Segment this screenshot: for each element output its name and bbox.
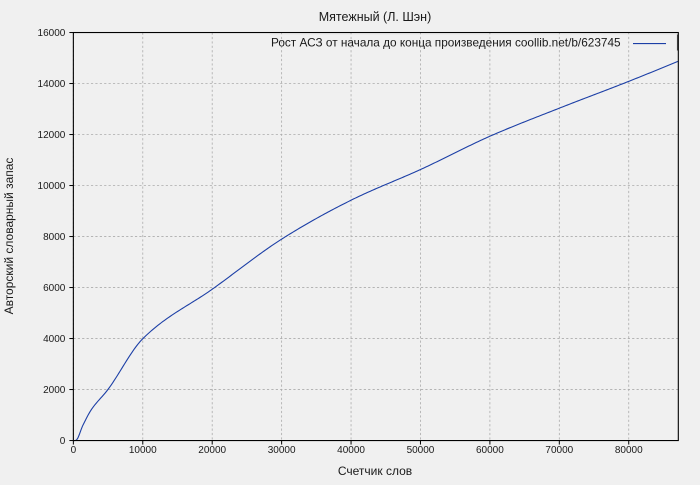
svg-text:0: 0: [60, 436, 66, 447]
svg-text:50000: 50000: [407, 445, 435, 456]
svg-text:4000: 4000: [43, 334, 66, 345]
svg-text:6000: 6000: [43, 283, 66, 294]
svg-text:2000: 2000: [43, 385, 66, 396]
svg-text:60000: 60000: [476, 445, 504, 456]
svg-text:14000: 14000: [38, 79, 66, 90]
svg-text:10000: 10000: [129, 445, 157, 456]
svg-text:8000: 8000: [43, 232, 66, 243]
svg-text:40000: 40000: [337, 445, 365, 456]
svg-text:70000: 70000: [545, 445, 573, 456]
svg-text:Рост АСЗ от начала до конца пр: Рост АСЗ от начала до конца произведения…: [271, 35, 621, 49]
svg-text:80000: 80000: [615, 445, 643, 456]
svg-text:10000: 10000: [38, 181, 66, 192]
svg-text:16000: 16000: [38, 28, 66, 39]
svg-text:Счетчик слов: Счетчик слов: [338, 464, 412, 478]
svg-text:30000: 30000: [268, 445, 296, 456]
svg-text:Авторский словарный запас: Авторский словарный запас: [2, 158, 16, 315]
svg-text:Мятежный (Л. Шэн): Мятежный (Л. Шэн): [319, 10, 432, 24]
svg-text:0: 0: [71, 445, 77, 456]
svg-text:12000: 12000: [38, 130, 66, 141]
svg-text:20000: 20000: [198, 445, 226, 456]
